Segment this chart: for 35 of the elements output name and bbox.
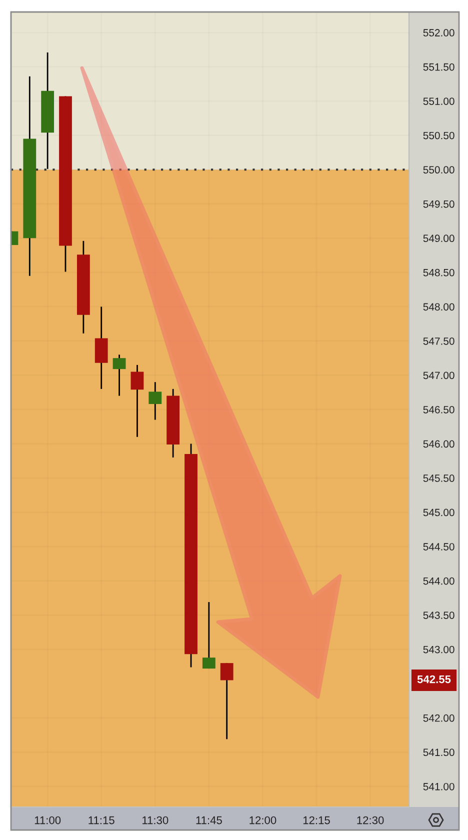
y-tick-label: 544.00 [423, 577, 454, 585]
y-tick-label: 546.00 [423, 440, 454, 448]
y-tick-label: 545.00 [423, 508, 454, 516]
y-tick-label: 542.00 [423, 714, 454, 722]
y-tick-label: 551.00 [423, 98, 454, 105]
candlestick [220, 662, 234, 740]
y-tick-label: 549.00 [423, 234, 454, 242]
y-tick-label: 551.50 [423, 63, 454, 71]
x-tick-label: 12:30 [357, 816, 384, 824]
y-tick-label: 543.00 [423, 646, 454, 654]
y-tick-label: 550.50 [423, 132, 454, 140]
candlestick [148, 381, 162, 420]
y-tick-label: 541.50 [423, 748, 454, 756]
x-tick-label: 11:00 [34, 816, 61, 824]
y-tick-label: 548.50 [423, 268, 454, 276]
x-tick-label: 11:45 [196, 816, 222, 824]
y-tick-label: 541.00 [423, 782, 454, 790]
y-tick-label: 543.50 [423, 612, 454, 619]
y-tick-label: 549.50 [423, 200, 454, 208]
y-tick-label: 552.00 [423, 29, 454, 36]
y-tick-label: 548.00 [423, 303, 454, 311]
candlestick [112, 354, 126, 396]
y-tick-label: 545.50 [423, 474, 454, 482]
y-tick-label: 550.00 [423, 166, 454, 174]
y-tick-label: 547.00 [423, 372, 454, 380]
candlestick [130, 364, 144, 438]
x-tick-label: 12:15 [303, 816, 330, 824]
y-tick-label: 544.50 [423, 543, 454, 550]
candlestick [202, 601, 216, 670]
x-tick-label: 12:00 [250, 816, 276, 824]
y-tick-label: 546.50 [423, 406, 454, 414]
y-tick-label: 547.50 [423, 337, 454, 345]
text: 542.55 [417, 675, 451, 684]
x-tick-label: 11:30 [142, 816, 168, 824]
x-tick-label: 11:15 [88, 816, 114, 824]
